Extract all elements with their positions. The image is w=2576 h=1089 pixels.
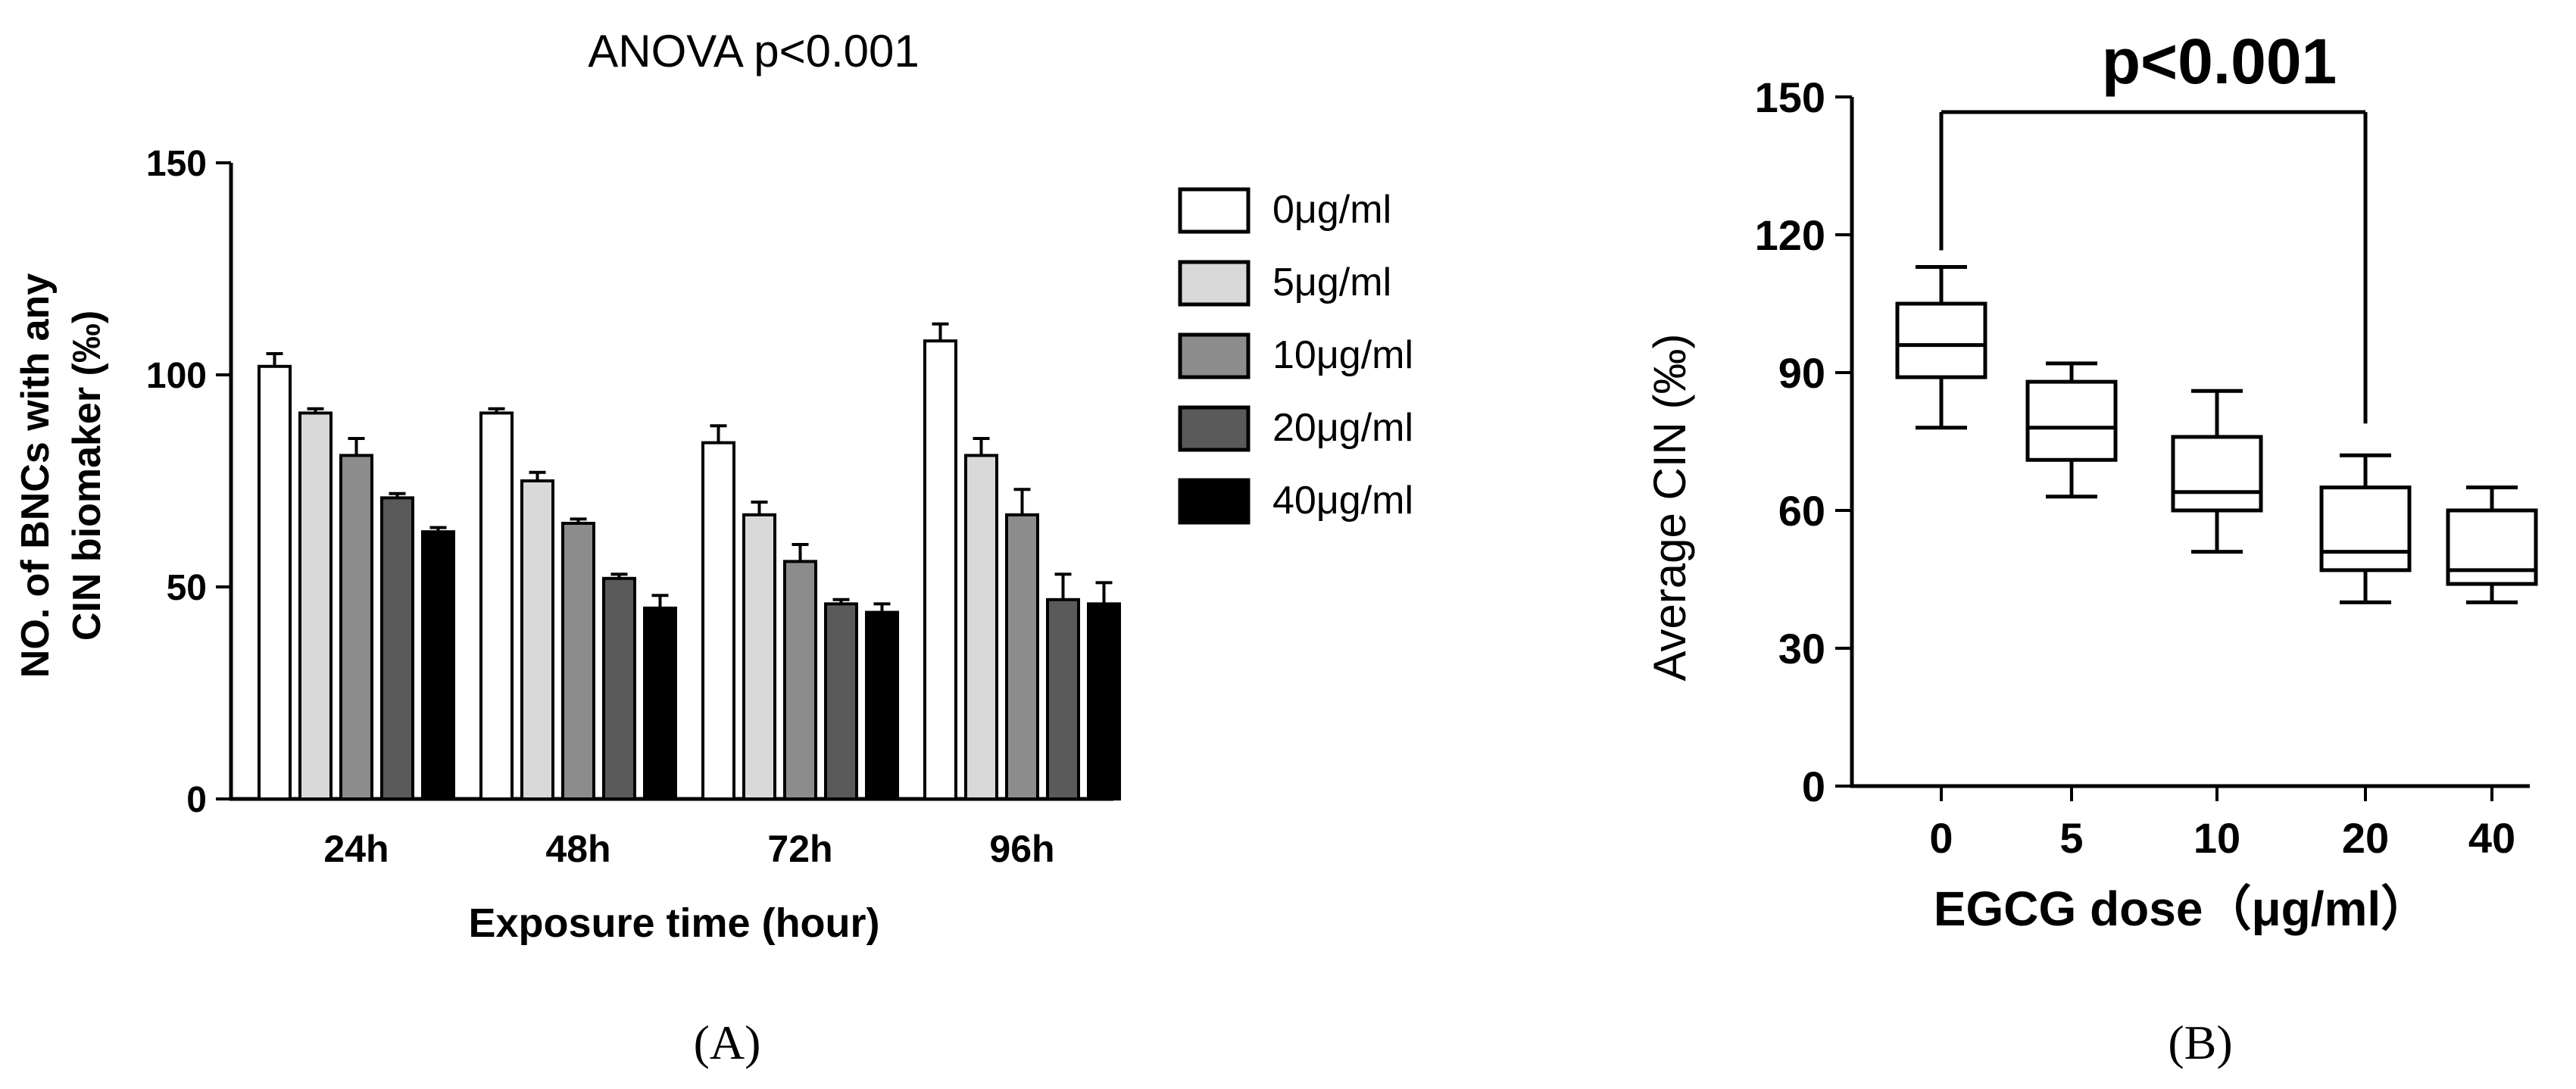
panel-a-label: (A) [694,1016,761,1069]
panel-b-y-tick-label: 30 [1778,625,1825,672]
panel-a-title: ANOVA p<0.001 [588,26,920,76]
panel-a-bar [865,610,899,800]
panel-b-x-axis-label: EGCG dose（μg/ml） [1934,881,2429,936]
panel-a-y-label-line1: NO. of BNCs with any [14,273,58,679]
panel-b-significance-bracket [1939,110,2368,424]
panel-a-legend-label: 20μg/ml [1272,406,1413,450]
panel-a-bar [520,479,554,800]
panel-a-y-tick-label: 0 [186,780,207,820]
panel-a-bar [964,454,998,801]
panel-a-x-tick-label: 96h [989,828,1054,870]
panel-a-legend-swatch [1178,260,1251,307]
panel-a-x-axis-label: Exposure time (hour) [468,900,879,946]
panel-b-x-tick-label: 10 [2194,814,2240,862]
panel-b-axes [1850,97,2530,788]
panel-b-y-ticks: 0 30 60 90 120 150 [1755,73,1852,810]
panel-a-legend-swatch [1178,478,1251,525]
panel-a-bar [298,411,333,801]
panel-a-x-tick-label: 72h [767,828,832,870]
panel-b-y-tick-label: 150 [1755,73,1825,121]
panel-b-x-tick-label: 0 [1929,814,1953,862]
panel-b-y-tick-label: 60 [1778,487,1825,535]
panel-b-x-ticks: 0 5 10 20 40 [1929,786,2515,862]
panel-a-bar [602,576,636,800]
panel-a-legend-label: 10μg/ml [1272,333,1413,377]
panel-a-x-ticks: 24h 48h 72h 96h [323,828,1054,870]
panel-b-y-tick-label: 0 [1802,763,1825,810]
panel-b-x-tick-label: 20 [2342,814,2389,862]
panel-a-legend: 0μg/ml 5μg/ml 10μg/ml 20μg/ml 40μg/ml [1178,187,1413,525]
panel-a-legend-swatch [1178,332,1251,379]
panel-b-box [2319,485,2412,573]
panel-a-y-tick-label: 150 [146,144,207,184]
panel-b-x-tick-label: 5 [2059,814,2083,862]
panel-a-x-tick-label: 48h [545,828,610,870]
panel-b-y-tick-label: 90 [1778,349,1825,397]
panel-a-y-label-line2: CIN biomaker (‰) [65,310,109,641]
panel-b-box-plot: p<0.001 Average CIN (‰) 0 30 60 90 120 150 0 5… [1644,26,2538,1069]
panel-a-bar [380,496,414,801]
panel-b-box [2446,508,2538,586]
panel-a-bar [643,607,677,800]
panel-b-label: (B) [2168,1016,2232,1069]
panel-a-legend-swatch [1178,405,1251,452]
panel-a-bar [1046,598,1080,800]
panel-b-box [2025,379,2118,462]
panel-a-bar [1087,602,1121,801]
panel-a-y-axis-label: NO. of BNCs with any CIN biomaker (‰) [14,273,109,679]
panel-a-y-tick-label: 50 [167,568,207,608]
panel-b-y-tick-label: 120 [1755,211,1825,259]
panel-a-bar [258,364,292,800]
panel-b-boxes [1895,264,2538,604]
panel-a-bar [824,602,858,801]
panel-b-y-axis-label: Average CIN (‰) [1644,333,1695,681]
panel-a-bar-chart: ANOVA p<0.001 NO. of BNCs with any CIN b… [14,26,1413,1069]
panel-a-bar [701,441,735,800]
panel-a-bar [479,411,514,801]
panel-b-x-tick-label: 40 [2468,814,2515,862]
panel-a-bars [258,322,1121,801]
panel-a-bar [561,522,595,800]
panel-b-annotation: p<0.001 [2102,26,2337,97]
panel-a-legend-swatch [1178,187,1251,234]
panel-a-legend-label: 40μg/ml [1272,479,1413,523]
panel-a-legend-label: 5μg/ml [1272,261,1391,304]
panel-a-bar [923,339,957,800]
panel-a-bar [421,530,455,800]
panel-a-bar [1005,513,1039,800]
panel-b-box [2171,435,2263,513]
panel-a-bar [339,454,373,801]
panel-a-bar [742,513,776,800]
panel-a-bar [783,560,817,801]
panel-b-box [1895,301,1987,379]
panel-a-x-tick-label: 24h [323,828,389,870]
panel-a-legend-label: 0μg/ml [1272,188,1391,232]
panel-a-y-ticks: 0 50 100 150 [146,144,231,820]
panel-a-y-tick-label: 100 [146,356,207,396]
